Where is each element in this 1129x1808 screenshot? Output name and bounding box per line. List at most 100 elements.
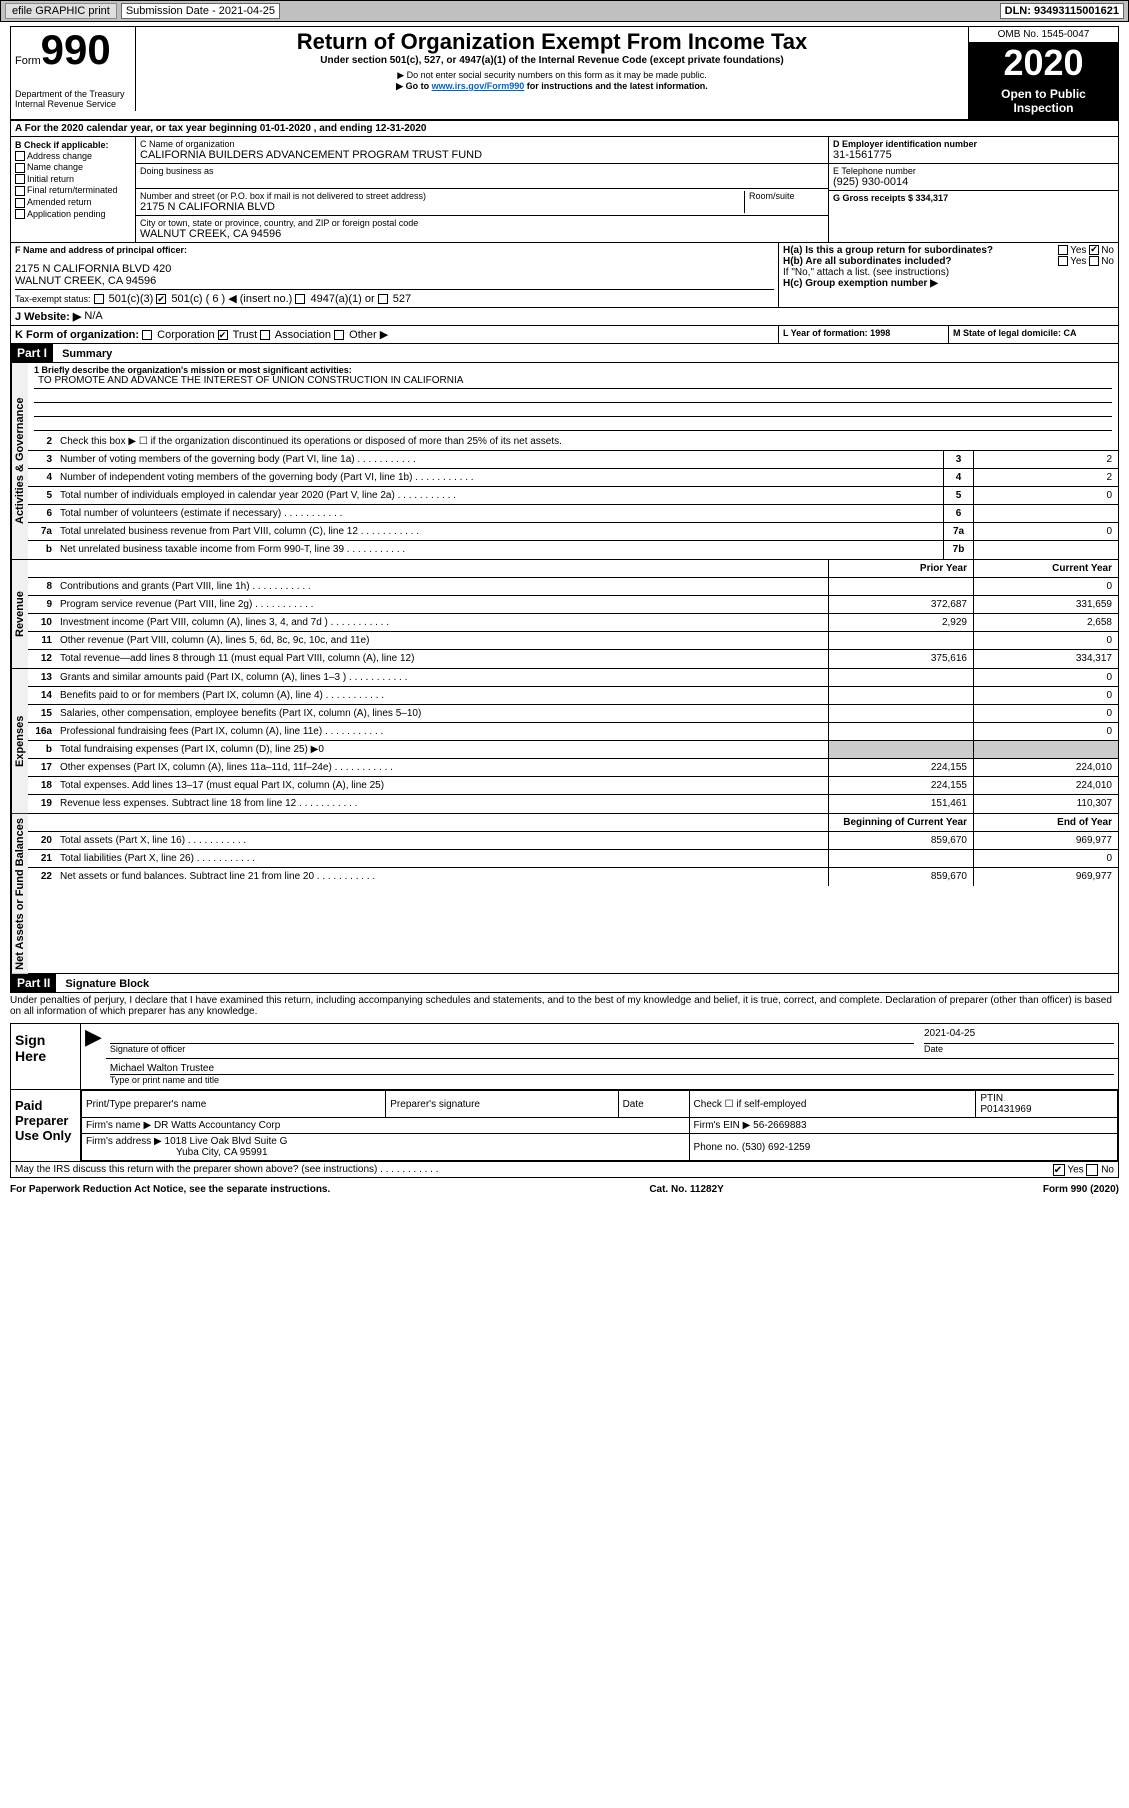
netassets-label: Net Assets or Fund Balances (11, 814, 28, 974)
org-address: 2175 N CALIFORNIA BLVD (140, 201, 744, 213)
l15: Salaries, other compensation, employee b… (56, 706, 828, 721)
line2: Check this box ▶ ☐ if the organization d… (56, 434, 1118, 449)
officer-label: F Name and address of principal officer: (15, 245, 774, 255)
ha-no[interactable] (1089, 245, 1099, 255)
begin-head: Beginning of Current Year (828, 814, 973, 831)
pra-notice: For Paperwork Reduction Act Notice, see … (10, 1184, 330, 1195)
firm-phone: (530) 692-1259 (742, 1142, 810, 1153)
dept-label: Department of the Treasury (15, 89, 131, 99)
part1-tag: Part I (11, 344, 53, 362)
l17: Other expenses (Part IX, column (A), lin… (56, 760, 828, 775)
l13: Grants and similar amounts paid (Part IX… (56, 670, 828, 685)
hb-row: H(b) Are all subordinates included? Yes … (783, 256, 1114, 267)
l10: Investment income (Part VIII, column (A)… (56, 615, 828, 630)
submission-date: Submission Date - 2021-04-25 (121, 3, 280, 19)
dba-label: Doing business as (140, 166, 824, 176)
discuss-row: May the IRS discuss this return with the… (10, 1162, 1119, 1178)
chk-4947[interactable] (295, 294, 305, 304)
note-ssn: ▶ Do not enter social security numbers o… (144, 70, 960, 81)
org-name-label: C Name of organization (140, 139, 824, 149)
chk-amended[interactable] (15, 198, 25, 208)
chk-pending[interactable] (15, 209, 25, 219)
ha-row: H(a) Is this a group return for subordin… (783, 245, 1114, 256)
formorg-label: K Form of organization: (15, 329, 139, 341)
form-title: Return of Organization Exempt From Incom… (144, 29, 960, 55)
preparer-table: Print/Type preparer's name Preparer's si… (81, 1090, 1118, 1161)
chk-address[interactable] (15, 151, 25, 161)
discuss-yes[interactable] (1053, 1164, 1065, 1176)
city-label: City or town, state or province, country… (140, 218, 824, 228)
l8: Contributions and grants (Part VIII, lin… (56, 579, 828, 594)
irs-link[interactable]: www.irs.gov/Form990 (432, 81, 525, 91)
val5: 0 (973, 487, 1118, 504)
firm-addr: 1018 Live Oak Blvd Suite G (165, 1136, 288, 1147)
addr-label: Number and street (or P.O. box if mail i… (140, 191, 744, 201)
chk-501c[interactable] (156, 294, 166, 304)
chk-527[interactable] (378, 294, 388, 304)
part1-title: Summary (56, 348, 112, 360)
val3: 2 (973, 451, 1118, 468)
chk-501c3[interactable] (94, 294, 104, 304)
sign-arrow-icon: ▶ (81, 1024, 106, 1089)
line6: Total number of volunteers (estimate if … (56, 506, 943, 521)
chk-initial[interactable] (15, 174, 25, 184)
hb-no[interactable] (1089, 256, 1099, 266)
hb-note: If "No," attach a list. (see instruction… (783, 267, 1114, 278)
mission-text: TO PROMOTE AND ADVANCE THE INTEREST OF U… (34, 375, 1112, 389)
website-value: N/A (84, 310, 102, 323)
hb-yes[interactable] (1058, 256, 1068, 266)
efile-button[interactable]: efile GRAPHIC print (5, 3, 117, 19)
hc-row: H(c) Group exemption number ▶ (783, 278, 1114, 289)
open-public-badge: Open to Public Inspection (969, 83, 1118, 119)
omb-number: OMB No. 1545-0047 (969, 27, 1118, 43)
l16a: Professional fundraising fees (Part IX, … (56, 724, 828, 739)
year-formation: L Year of formation: 1998 (778, 326, 948, 343)
activities-label: Activities & Governance (11, 363, 28, 559)
form-number: 990 (41, 26, 111, 73)
room-label: Room/suite (744, 191, 824, 213)
mission-label: 1 Briefly describe the organization's mi… (34, 365, 1112, 375)
ein-value: 31-1561775 (833, 149, 1114, 161)
officer-addr1: 2175 N CALIFORNIA BLVD 420 (15, 263, 774, 275)
phone-label: E Telephone number (833, 166, 1114, 176)
firm-name: DR Watts Accountancy Corp (154, 1120, 280, 1131)
period-line: A For the 2020 calendar year, or tax yea… (10, 120, 1119, 137)
l22: Net assets or fund balances. Subtract li… (56, 869, 828, 884)
line5: Total number of individuals employed in … (56, 488, 943, 503)
l20: Total assets (Part X, line 16) (56, 833, 828, 848)
l14: Benefits paid to or for members (Part IX… (56, 688, 828, 703)
ha-yes[interactable] (1058, 245, 1068, 255)
l19: Revenue less expenses. Subtract line 18 … (56, 796, 828, 811)
l11: Other revenue (Part VIII, column (A), li… (56, 633, 828, 648)
l16b: Total fundraising expenses (Part IX, col… (56, 742, 828, 757)
chk-trust[interactable] (218, 330, 228, 340)
firm-city: Yuba City, CA 95991 (86, 1147, 268, 1158)
part2-tag: Part II (11, 974, 56, 992)
signer-name: Michael Walton Trustee (110, 1063, 1114, 1075)
sign-here-label: Sign Here (11, 1024, 81, 1089)
org-city: WALNUT CREEK, CA 94596 (140, 228, 824, 240)
chk-final[interactable] (15, 186, 25, 196)
ptin-value: P01431969 (980, 1104, 1031, 1115)
form-word: Form (15, 55, 41, 67)
sig-officer-label: Signature of officer (110, 1044, 914, 1054)
expenses-label: Expenses (11, 669, 28, 813)
prior-head: Prior Year (828, 560, 973, 577)
l21: Total liabilities (Part X, line 26) (56, 851, 828, 866)
discuss-no[interactable] (1086, 1164, 1098, 1176)
website-label: J Website: ▶ (15, 310, 81, 323)
line7a: Total unrelated business revenue from Pa… (56, 524, 943, 539)
state-domicile: M State of legal domicile: CA (948, 326, 1118, 343)
gross-receipts: G Gross receipts $ 334,317 (833, 193, 1114, 203)
officer-addr2: WALNUT CREEK, CA 94596 (15, 275, 774, 287)
chk-assoc[interactable] (260, 330, 270, 340)
val7b (973, 541, 1118, 559)
line4: Number of independent voting members of … (56, 470, 943, 485)
chk-name[interactable] (15, 163, 25, 173)
chk-corp[interactable] (142, 330, 152, 340)
check-applicable-block: B Check if applicable: Address change Na… (11, 137, 136, 242)
chk-other[interactable] (334, 330, 344, 340)
revenue-label: Revenue (11, 560, 28, 668)
val6 (973, 505, 1118, 522)
irs-label: Internal Revenue Service (15, 99, 131, 109)
